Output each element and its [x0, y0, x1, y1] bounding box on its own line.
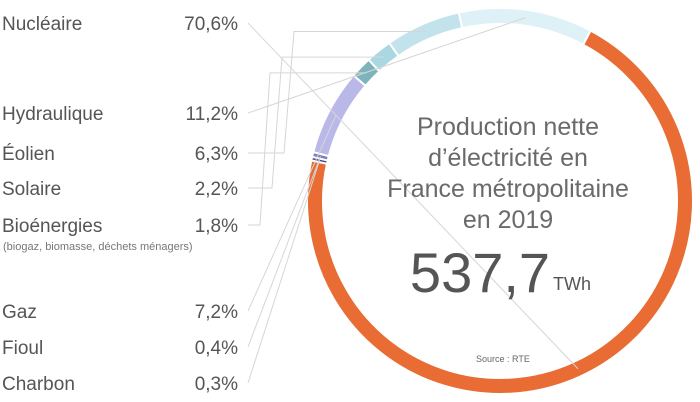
legend-value-4: 1,8% [195, 216, 238, 237]
legend-value-0: 70,6% [184, 14, 238, 35]
total-unit: TWh [553, 274, 591, 294]
legend-label-2: Fioul [2, 338, 43, 359]
leader-line-2 [247, 156, 321, 348]
legend-value-7: 11,2% [186, 104, 239, 125]
total-value: 537,7 [410, 241, 550, 304]
center-title-line-3: en 2019 [463, 206, 553, 234]
leader-line-5 [248, 56, 384, 189]
center-title-line-2: France métropolitaine [387, 175, 629, 203]
center-title-line-1: d’électricité en [428, 144, 588, 172]
slice-6 [387, 11, 464, 58]
legend-label-6: Éolien [2, 144, 55, 165]
legend-value-5: 2,2% [195, 179, 238, 200]
legend-label-5: Solaire [2, 179, 61, 200]
center-title-line-0: Production nette [417, 113, 599, 141]
source-note: Source : RTE [476, 354, 530, 364]
legend-value-2: 0,4% [195, 338, 238, 359]
legend-label-7: Hydraulique [2, 104, 103, 125]
legend-value-3: 7,2% [195, 302, 238, 323]
slice-7 [457, 7, 592, 47]
legend-sublabel-4: (biogaz, biomasse, déchets ménagers) [3, 241, 193, 253]
legend-value-1: 0,3% [195, 374, 238, 395]
legend-label-4: Bioénergies [2, 216, 102, 237]
leader-line-4 [248, 72, 367, 226]
legend-label-1: Charbon [2, 374, 75, 395]
legend-label-3: Gaz [2, 302, 37, 323]
leader-line-1 [247, 160, 321, 384]
leader-line-0 [247, 22, 579, 370]
leader-line-6 [248, 31, 426, 154]
leader-line-7 [247, 17, 526, 114]
legend-value-6: 6,3% [195, 144, 238, 165]
legend-label-0: Nucléaire [2, 14, 82, 35]
leader-line-3 [247, 114, 337, 312]
